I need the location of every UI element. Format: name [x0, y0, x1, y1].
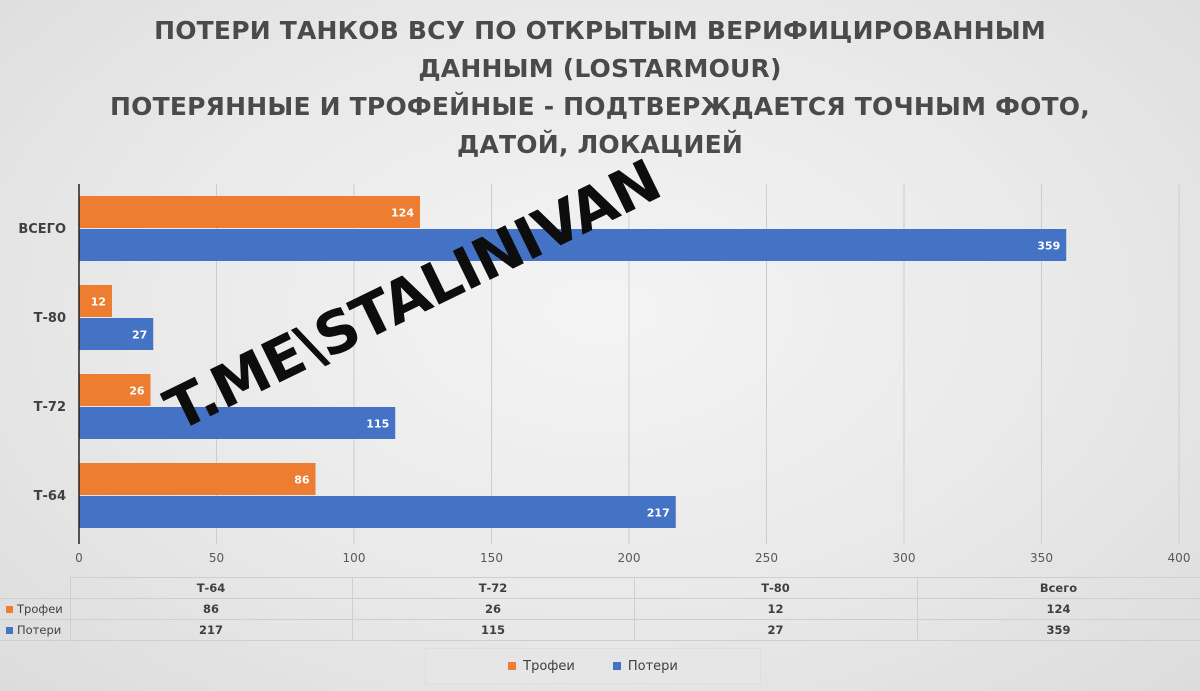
title-line-2: ДАННЫМ (LOSTARMOUR)	[418, 54, 782, 83]
legend-swatch-losses	[612, 662, 621, 670]
row-label-losses: Потери	[17, 623, 62, 637]
watermark: T.ME\STALINIVAN	[154, 146, 670, 444]
losses-swatch	[6, 627, 13, 634]
data-label: 27	[132, 329, 147, 342]
x-tick-label: 50	[209, 551, 224, 565]
x-tick-label: 100	[343, 551, 366, 565]
title-line-3: ПОТЕРЯННЫЕ И ТРОФЕЙНЫЕ - ПОДТВЕРЖДАЕТСЯ …	[110, 92, 1090, 121]
bar-trophies	[79, 196, 420, 228]
category-label: Т-80	[34, 311, 66, 326]
table-col-header: Т-80	[633, 577, 918, 599]
x-tick-label: 200	[618, 551, 641, 565]
category-label: Т-64	[34, 489, 66, 504]
chart-title: ПОТЕРИ ТАНКОВ ВСУ ПО ОТКРЫТЫМ ВЕРИФИЦИРО…	[0, 12, 1200, 164]
data-label: 26	[129, 385, 145, 398]
title-line-4: ДАТОЙ, ЛОКАЦИЕЙ	[457, 130, 743, 159]
table-col-header: Т-64	[69, 577, 353, 599]
labels: 0 50 100 150 200 250 300 350 400 124 359 ВСЕГО 12 27 Т…	[18, 207, 1190, 566]
category-label: ВСЕГО	[18, 222, 66, 237]
category-label: Т-72	[34, 400, 66, 415]
trophies-swatch	[6, 606, 13, 613]
data-label: 359	[1037, 240, 1060, 253]
data-label: 12	[91, 296, 106, 309]
row-label-trophies: Трофеи	[17, 602, 63, 616]
data-label: 115	[366, 418, 389, 431]
table-col-header: Т-72	[351, 577, 635, 599]
table-row-trophies: Трофеи 86 26 12 124	[0, 598, 1200, 620]
bars	[79, 196, 1067, 528]
bar-trophies	[79, 374, 151, 406]
table-row-losses: Потери 217 115 27 359	[0, 619, 1200, 641]
bar-losses	[79, 318, 154, 350]
legend-item-losses: Потери	[612, 658, 678, 674]
table-cell: 124	[916, 598, 1200, 620]
data-label: 86	[294, 474, 310, 487]
x-tick-label: 300	[893, 551, 916, 565]
data-label: 124	[391, 207, 414, 220]
bar-trophies	[79, 463, 316, 495]
table-cell: 217	[69, 619, 353, 641]
legend-label-losses: Потери	[627, 658, 678, 674]
bar-losses	[79, 407, 396, 439]
bar-losses	[79, 229, 1067, 261]
legend-swatch-trophies	[508, 662, 517, 670]
table-col-header: Всего	[916, 577, 1200, 599]
bar-trophies	[79, 285, 112, 317]
bar-losses	[79, 496, 676, 528]
x-tick-label: 150	[480, 551, 503, 565]
chart-legend: Трофеи Потери	[425, 648, 761, 684]
title-line-1: ПОТЕРИ ТАНКОВ ВСУ ПО ОТКРЫТЫМ ВЕРИФИЦИРО…	[154, 16, 1046, 45]
table-cell: 86	[69, 598, 353, 620]
table-cell: 359	[916, 619, 1200, 641]
data-label: 217	[647, 507, 670, 520]
x-tick-label: 250	[755, 551, 778, 565]
table-cell: 12	[633, 598, 918, 620]
x-tick-label: 0	[75, 551, 83, 565]
table-cell: 26	[351, 598, 635, 620]
x-tick-label: 400	[1168, 551, 1191, 565]
x-tick-label: 350	[1030, 551, 1053, 565]
table-header-row: Т-64 Т-72 Т-80 Всего	[0, 577, 1200, 599]
table-cell: 115	[351, 619, 635, 641]
legend-label-trophies: Трофеи	[523, 658, 575, 674]
table-cell: 27	[633, 619, 918, 641]
legend-item-trophies: Трофеи	[508, 659, 575, 674]
data-table: Т-64 Т-72 Т-80 Всего Трофеи 86 26 12 124…	[0, 577, 1200, 641]
